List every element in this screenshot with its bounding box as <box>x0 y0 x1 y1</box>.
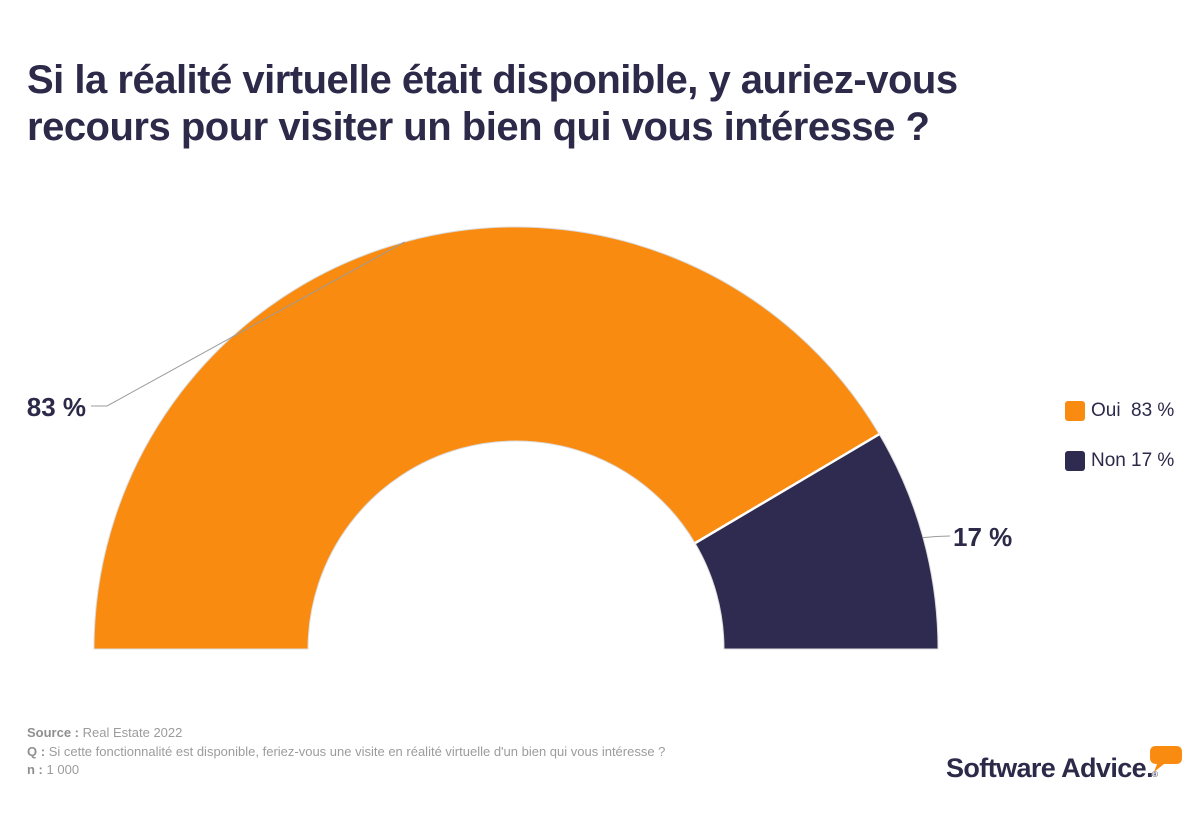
question-line: Q : Si cette fonctionnalité est disponib… <box>27 743 665 762</box>
source-label: Source : <box>27 725 80 740</box>
sample-size-value: 1 000 <box>46 762 80 777</box>
legend-name-oui: Oui <box>1091 400 1121 421</box>
title-line-2: recours pour visiter un bien qui vous in… <box>27 104 930 149</box>
legend-swatch-non <box>1065 451 1085 471</box>
page-title: Si la réalité virtuelle était disponible… <box>27 57 1177 151</box>
slice-separator <box>694 433 880 545</box>
source-line: Source : Real Estate 2022 <box>27 724 665 743</box>
registered-trademark-symbol: ® <box>1152 770 1158 779</box>
legend-swatch-oui <box>1065 401 1085 421</box>
legend-value-oui: 83 % <box>1131 400 1175 421</box>
donut-slice-oui <box>93 226 880 650</box>
sample-size-label: n : <box>27 762 43 777</box>
slice-label-non: 17 % <box>953 522 1013 552</box>
legend-value-non: 17 % <box>1131 450 1175 471</box>
question-value: Si cette fonctionnalité est disponible, … <box>48 743 666 759</box>
source-value: Real Estate 2022 <box>82 725 183 740</box>
legend-item-non: Non 17 % <box>1065 450 1174 472</box>
question-label: Q : <box>27 743 46 759</box>
legend-name-non: Non <box>1091 450 1126 471</box>
donut-slice-non <box>694 433 939 650</box>
chart-legend: Oui 83 % Non 17 % <box>1065 400 1174 500</box>
sample-size-line: n : 1 000 <box>27 761 665 780</box>
label-leader-line-oui <box>91 241 405 407</box>
speech-bubble-icon <box>1150 746 1182 772</box>
software-advice-wordmark: Software Advice. <box>946 753 1154 783</box>
legend-item-oui: Oui 83 % <box>1065 400 1174 422</box>
footnote-block: Source : Real Estate 2022 Q : Si cette f… <box>27 724 665 780</box>
title-line-1: Si la réalité virtuelle était disponible… <box>27 57 958 102</box>
slice-label-oui: 83 % <box>26 392 86 422</box>
label-leader-line-non <box>922 535 951 539</box>
